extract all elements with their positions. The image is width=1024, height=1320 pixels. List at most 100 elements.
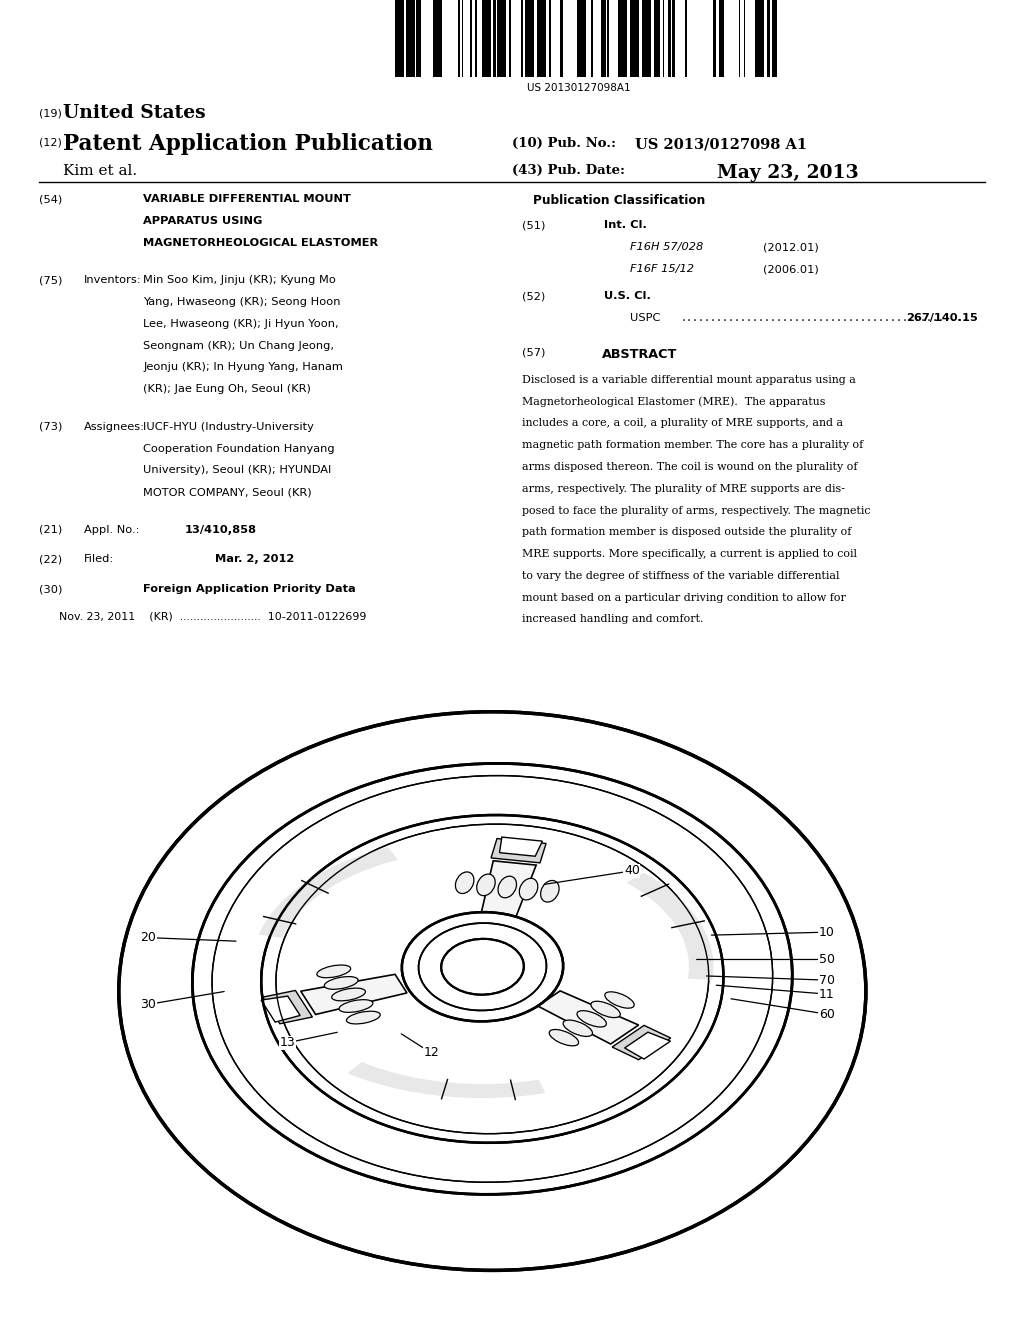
Text: (12): (12) (39, 137, 61, 148)
Text: to vary the degree of stiffness of the variable differential: to vary the degree of stiffness of the v… (522, 572, 840, 581)
Bar (591, 0, 593, 77)
Text: MRE supports. More specifically, a current is applied to coil: MRE supports. More specifically, a curre… (522, 549, 857, 560)
Text: 60: 60 (818, 1007, 835, 1020)
Bar (493, 0, 496, 77)
Bar (719, 0, 724, 77)
Text: Kim et al.: Kim et al. (63, 164, 137, 178)
Text: 10: 10 (818, 925, 835, 939)
Text: VARIABLE DIFFERENTIAL MOUNT: VARIABLE DIFFERENTIAL MOUNT (143, 194, 351, 205)
Text: Mar. 2, 2012: Mar. 2, 2012 (215, 554, 294, 565)
Text: increased handling and comfort.: increased handling and comfort. (522, 615, 703, 624)
Text: MOTOR COMPANY, Seoul (KR): MOTOR COMPANY, Seoul (KR) (143, 487, 312, 498)
Text: 20: 20 (140, 931, 157, 944)
Bar (642, 0, 651, 77)
Text: US 2013/0127098 A1: US 2013/0127098 A1 (635, 137, 807, 152)
Text: (30): (30) (39, 585, 62, 594)
Text: 40: 40 (624, 865, 640, 878)
Bar (549, 0, 551, 77)
Text: (10) Pub. No.:: (10) Pub. No.: (512, 137, 616, 150)
Ellipse shape (332, 989, 366, 1001)
Ellipse shape (563, 1020, 593, 1036)
Text: Lee, Hwaseong (KR); Ji Hyun Yoon,: Lee, Hwaseong (KR); Ji Hyun Yoon, (143, 319, 339, 329)
Text: Assignees:: Assignees: (84, 422, 145, 432)
Bar (663, 0, 665, 77)
Text: US 20130127098A1: US 20130127098A1 (526, 83, 631, 94)
Bar (607, 0, 609, 77)
Bar (406, 0, 415, 77)
Text: (52): (52) (522, 290, 546, 301)
Polygon shape (301, 974, 407, 1015)
Bar (560, 0, 563, 77)
Bar (433, 0, 442, 77)
Text: 12: 12 (424, 1047, 439, 1060)
Text: (2006.01): (2006.01) (763, 264, 818, 275)
Text: 13/410,858: 13/410,858 (184, 524, 256, 535)
Text: U.S. Cl.: U.S. Cl. (604, 290, 651, 301)
Polygon shape (259, 847, 398, 939)
Text: 30: 30 (140, 998, 157, 1011)
Bar (577, 0, 586, 77)
Text: APPARATUS USING: APPARATUS USING (143, 215, 263, 226)
Text: Patent Application Publication: Patent Application Publication (63, 133, 433, 156)
Bar (601, 0, 606, 77)
Ellipse shape (212, 776, 773, 1183)
Text: path formation member is disposed outside the plurality of: path formation member is disposed outsid… (522, 528, 852, 537)
Text: 11: 11 (819, 987, 835, 1001)
Ellipse shape (456, 873, 474, 894)
Bar (772, 0, 777, 77)
Bar (767, 0, 770, 77)
Text: May 23, 2013: May 23, 2013 (717, 164, 858, 182)
Text: Disclosed is a variable differential mount apparatus using a: Disclosed is a variable differential mou… (522, 375, 856, 385)
Ellipse shape (605, 991, 634, 1008)
Ellipse shape (276, 824, 709, 1134)
Polygon shape (625, 1032, 671, 1059)
Bar (713, 0, 716, 77)
Text: (54): (54) (39, 194, 62, 205)
Bar (743, 0, 745, 77)
Text: Appl. No.:: Appl. No.: (84, 524, 139, 535)
Ellipse shape (441, 939, 524, 995)
Ellipse shape (591, 1002, 621, 1018)
Ellipse shape (419, 923, 547, 1010)
Bar (416, 0, 422, 77)
Ellipse shape (549, 1030, 579, 1045)
Polygon shape (480, 861, 537, 920)
Text: Seongnam (KR); Un Chang Jeong,: Seongnam (KR); Un Chang Jeong, (143, 341, 335, 351)
Text: United States: United States (63, 104, 206, 123)
Ellipse shape (477, 874, 496, 896)
Text: Nov. 23, 2011    (KR)  ........................  10-2011-0122699: Nov. 23, 2011 (KR) .....................… (59, 611, 367, 622)
Text: Min Soo Kim, Jinju (KR); Kyung Mo: Min Soo Kim, Jinju (KR); Kyung Mo (143, 276, 336, 285)
Text: 13: 13 (280, 1036, 296, 1049)
Bar (521, 0, 523, 77)
Polygon shape (500, 837, 543, 857)
Ellipse shape (541, 880, 559, 902)
Bar (630, 0, 639, 77)
Ellipse shape (339, 999, 373, 1012)
Text: arms, respectively. The plurality of MRE supports are dis-: arms, respectively. The plurality of MRE… (522, 484, 845, 494)
Ellipse shape (316, 965, 350, 978)
Text: USPC: USPC (630, 313, 660, 323)
Bar (685, 0, 687, 77)
Bar (738, 0, 740, 77)
Bar (654, 0, 659, 77)
Text: Magnetorheological Elastomer (MRE).  The apparatus: Magnetorheological Elastomer (MRE). The … (522, 397, 825, 408)
Text: Filed:: Filed: (84, 554, 115, 565)
Polygon shape (492, 838, 546, 863)
Text: (75): (75) (39, 276, 62, 285)
Text: Jeonju (KR); In Hyung Yang, Hanam: Jeonju (KR); In Hyung Yang, Hanam (143, 362, 343, 372)
Polygon shape (538, 991, 639, 1044)
Ellipse shape (498, 876, 516, 898)
Text: 267/140.15: 267/140.15 (906, 313, 978, 323)
Text: F16H 57/028: F16H 57/028 (630, 243, 703, 252)
Text: 50: 50 (818, 953, 835, 966)
Bar (537, 0, 546, 77)
Text: (KR); Jae Eung Oh, Seoul (KR): (KR); Jae Eung Oh, Seoul (KR) (143, 384, 311, 395)
Text: posed to face the plurality of arms, respectively. The magnetic: posed to face the plurality of arms, res… (522, 506, 870, 516)
Ellipse shape (519, 878, 538, 900)
Bar (672, 0, 675, 77)
Bar (755, 0, 764, 77)
Bar (462, 0, 464, 77)
Text: Yang, Hwaseong (KR); Seong Hoon: Yang, Hwaseong (KR); Seong Hoon (143, 297, 341, 308)
Text: Int. Cl.: Int. Cl. (604, 220, 647, 231)
Text: 70: 70 (818, 974, 835, 986)
